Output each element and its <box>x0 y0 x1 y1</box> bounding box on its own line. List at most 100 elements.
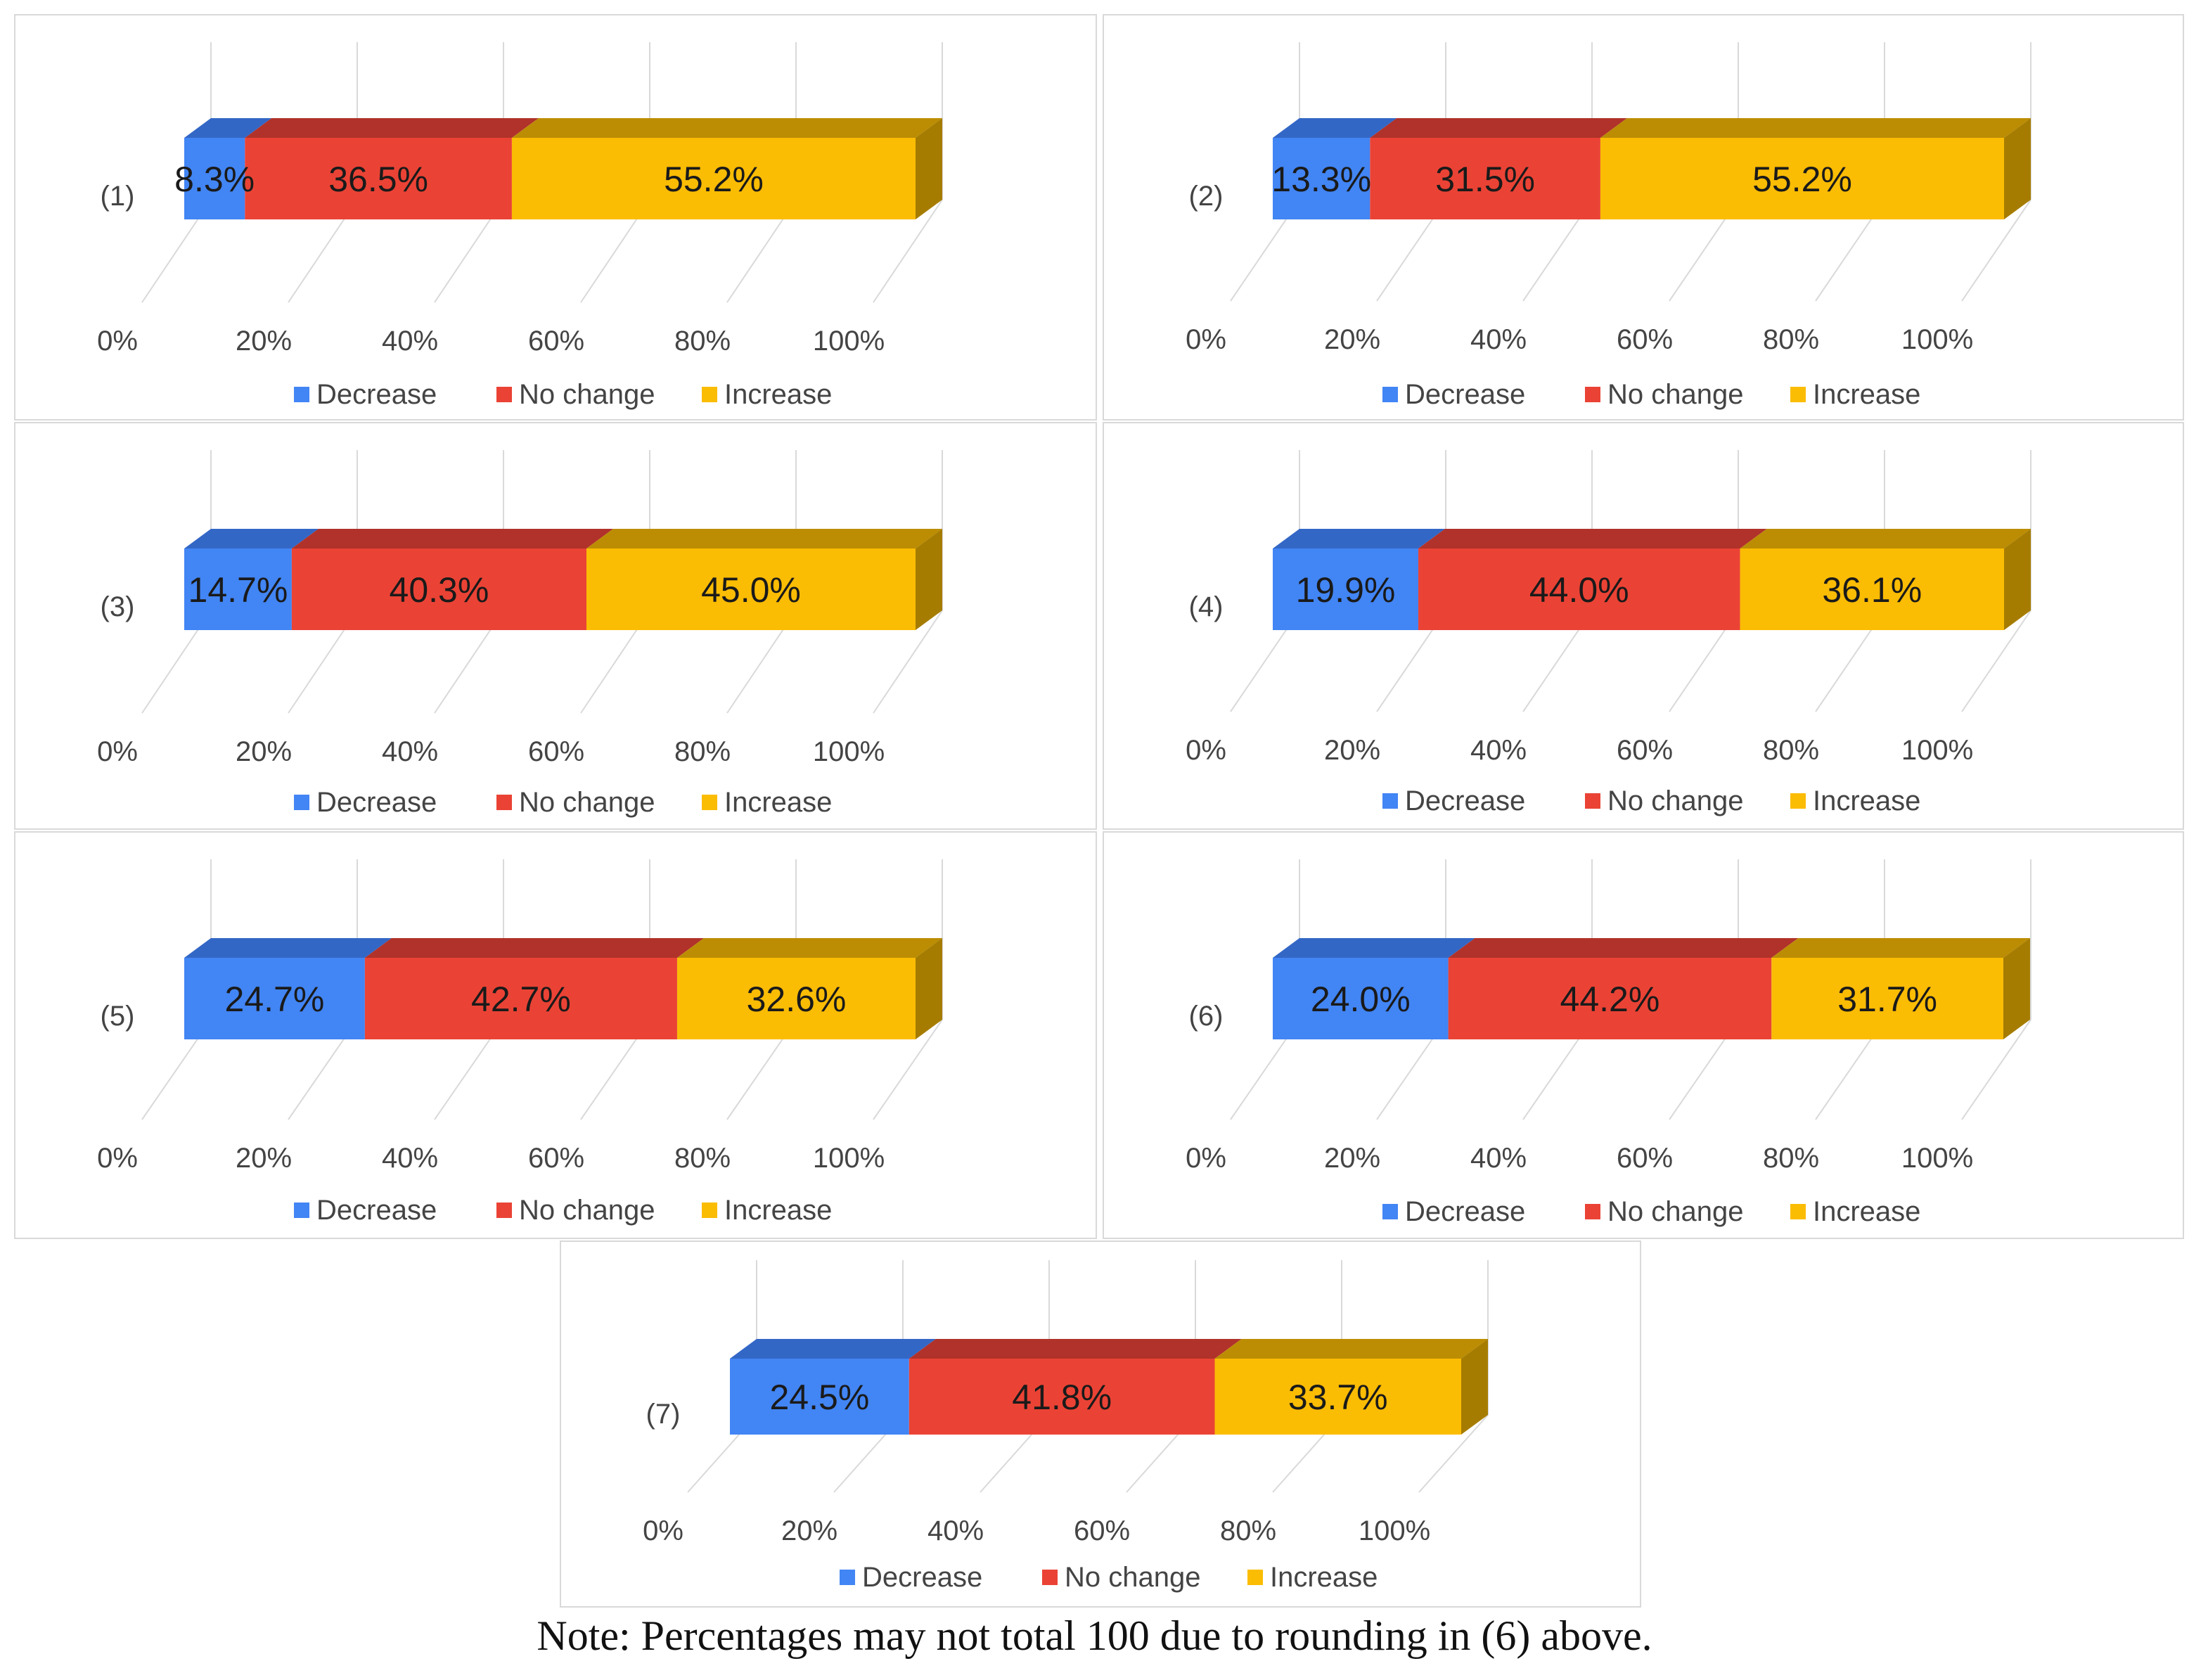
legend-label-no-change: No change <box>1607 1196 1743 1227</box>
legend-swatch-no-change <box>1585 1204 1600 1219</box>
x-tick-label: 40% <box>1470 1143 1527 1174</box>
x-tick-label: 100% <box>813 736 885 767</box>
bar-segment-no-change <box>909 1359 1215 1435</box>
bar-top-increase <box>1600 118 2031 138</box>
bar-top-decrease <box>184 938 392 958</box>
gridline-floor <box>1418 1414 1489 1493</box>
legend-swatch-decrease <box>294 1203 309 1218</box>
category-label: (5) <box>101 1001 135 1032</box>
bar-segment-no-change <box>245 138 512 219</box>
footnote: Note: Percentages may not total 100 due … <box>537 1612 1652 1659</box>
chart-panel-1: 0% 20% 40% 60% 80% 100% 8.3% 36.5% 55.2% (1) Decre… <box>14 14 1097 421</box>
legend-label-decrease: Decrease <box>316 787 437 818</box>
legend-swatch-decrease <box>1382 1204 1398 1219</box>
chart-svg: 0% 20% 40% 60% 80% 100% 19.9% 44.0% 36.1% (4) Decr… <box>1186 450 2031 816</box>
x-tick-label: 100% <box>813 1143 885 1174</box>
x-tick-label: 60% <box>1074 1515 1130 1546</box>
data-label-increase: 55.2% <box>1752 160 1852 199</box>
gridline-floor <box>1961 1019 2031 1120</box>
data-label-no-change: 41.8% <box>1012 1378 1112 1417</box>
gridline-floor <box>873 610 943 714</box>
data-label-increase: 31.7% <box>1837 980 1937 1019</box>
bar-segment-increase <box>676 958 916 1039</box>
x-tick-label: 0% <box>1186 324 1226 355</box>
legend-label-no-change: No change <box>1065 1562 1200 1593</box>
x-tick-label: 20% <box>1324 735 1380 766</box>
x-tick-label: 80% <box>674 326 731 357</box>
legend-swatch-no-change <box>496 795 512 810</box>
legend-label-increase: Increase <box>724 1195 832 1226</box>
bar-segment-decrease <box>1273 958 1449 1039</box>
bar-segment-no-change <box>291 549 586 630</box>
bar-segment-increase <box>1740 549 2004 630</box>
legend-label-increase: Increase <box>724 379 832 410</box>
legend-label-decrease: Decrease <box>862 1562 982 1593</box>
legend-swatch-no-change <box>496 387 512 402</box>
data-label-decrease: 24.5% <box>770 1378 870 1417</box>
x-tick-label: 100% <box>1359 1515 1430 1546</box>
gridline-floor <box>1961 610 2031 712</box>
gridline-floor <box>873 199 943 303</box>
bar-top-increase <box>1214 1339 1488 1359</box>
data-label-decrease: 14.7% <box>188 570 288 610</box>
legend-label-decrease: Decrease <box>316 1195 437 1226</box>
gridline-floor <box>873 1019 943 1120</box>
gridline-floor <box>1961 199 2031 302</box>
bar-top-decrease <box>184 529 319 549</box>
x-tick-label: 80% <box>674 1143 731 1174</box>
x-tick-label: 0% <box>1186 1143 1226 1174</box>
data-label-decrease: 8.3% <box>174 160 255 199</box>
legend-label-no-change: No change <box>1607 786 1743 816</box>
bar-top-no-change <box>245 118 539 138</box>
data-label-increase: 45.0% <box>701 570 801 610</box>
chart-panel-5: 0% 20% 40% 60% 80% 100% 24.7% 42.7% 32.6% (5) Decr… <box>14 831 1097 1239</box>
legend-label-increase: Increase <box>1270 1562 1378 1593</box>
x-tick-label: 0% <box>97 736 138 767</box>
chart-panel-7: 0% 20% 40% 60% 80% 100% 24.5% 41.8% 33.7% (7) Decr… <box>560 1240 1641 1608</box>
data-label-no-change: 42.7% <box>471 980 571 1019</box>
bar-side <box>2003 938 2030 1039</box>
bar-top-decrease <box>1273 118 1397 138</box>
chart-svg: 0% 20% 40% 60% 80% 100% 13.3% 31.5% 55.2% (2) Decr… <box>1186 42 2031 410</box>
legend-label-increase: Increase <box>1813 786 1920 816</box>
bar-top-no-change <box>364 938 704 958</box>
bar-top-increase <box>676 938 942 958</box>
bar-segment-no-change <box>1448 958 1772 1039</box>
bar-top-decrease <box>730 1339 936 1359</box>
legend-label-decrease: Decrease <box>316 379 437 410</box>
data-label-no-change: 40.3% <box>390 570 489 610</box>
x-tick-label: 100% <box>1901 1143 1973 1174</box>
x-tick-label: 60% <box>528 1143 584 1174</box>
chart-panel-4: 0% 20% 40% 60% 80% 100% 19.9% 44.0% 36.1% (4) Decr… <box>1103 422 2184 830</box>
chart-panel-6: 0% 20% 40% 60% 80% 100% 24.0% 44.2% 31.7% (6) Decr… <box>1103 831 2184 1239</box>
bar-segment-no-change <box>1418 549 1740 630</box>
x-tick-label: 60% <box>528 326 584 357</box>
bar-side <box>916 529 942 630</box>
legend-swatch-decrease <box>1382 793 1398 809</box>
legend-label-no-change: No change <box>519 379 655 410</box>
chart-svg: 0% 20% 40% 60% 80% 100% 24.0% 44.2% 31.7% (6) Decr… <box>1186 859 2031 1227</box>
bar-segment-increase <box>1214 1359 1461 1435</box>
legend-swatch-decrease <box>840 1570 855 1585</box>
bar-side <box>2004 529 2031 630</box>
category-label: (4) <box>1189 591 1224 622</box>
bar-side <box>916 938 942 1039</box>
bar-top-increase <box>511 118 942 138</box>
legend-label-no-change: No change <box>519 787 655 818</box>
legend-swatch-increase <box>1790 793 1806 809</box>
data-label-increase: 33.7% <box>1288 1378 1388 1417</box>
data-label-decrease: 24.0% <box>1311 980 1411 1019</box>
legend-swatch-increase <box>702 387 717 402</box>
chart-panel-3: 0% 20% 40% 60% 80% 100% 14.7% 40.3% 45.0% (3) Decr… <box>14 422 1097 830</box>
legend-label-increase: Increase <box>1813 1196 1920 1227</box>
x-tick-label: 40% <box>382 326 438 357</box>
x-tick-label: 80% <box>1763 735 1819 766</box>
legend-swatch-increase <box>1790 387 1806 402</box>
x-tick-label: 40% <box>1470 324 1527 355</box>
bar-top-decrease <box>184 118 272 138</box>
legend-label-decrease: Decrease <box>1405 379 1525 410</box>
x-tick-label: 40% <box>382 736 438 767</box>
bar-top-decrease <box>1273 938 1475 958</box>
bar-segment-decrease <box>184 138 245 219</box>
bar-segment-decrease <box>1273 138 1370 219</box>
